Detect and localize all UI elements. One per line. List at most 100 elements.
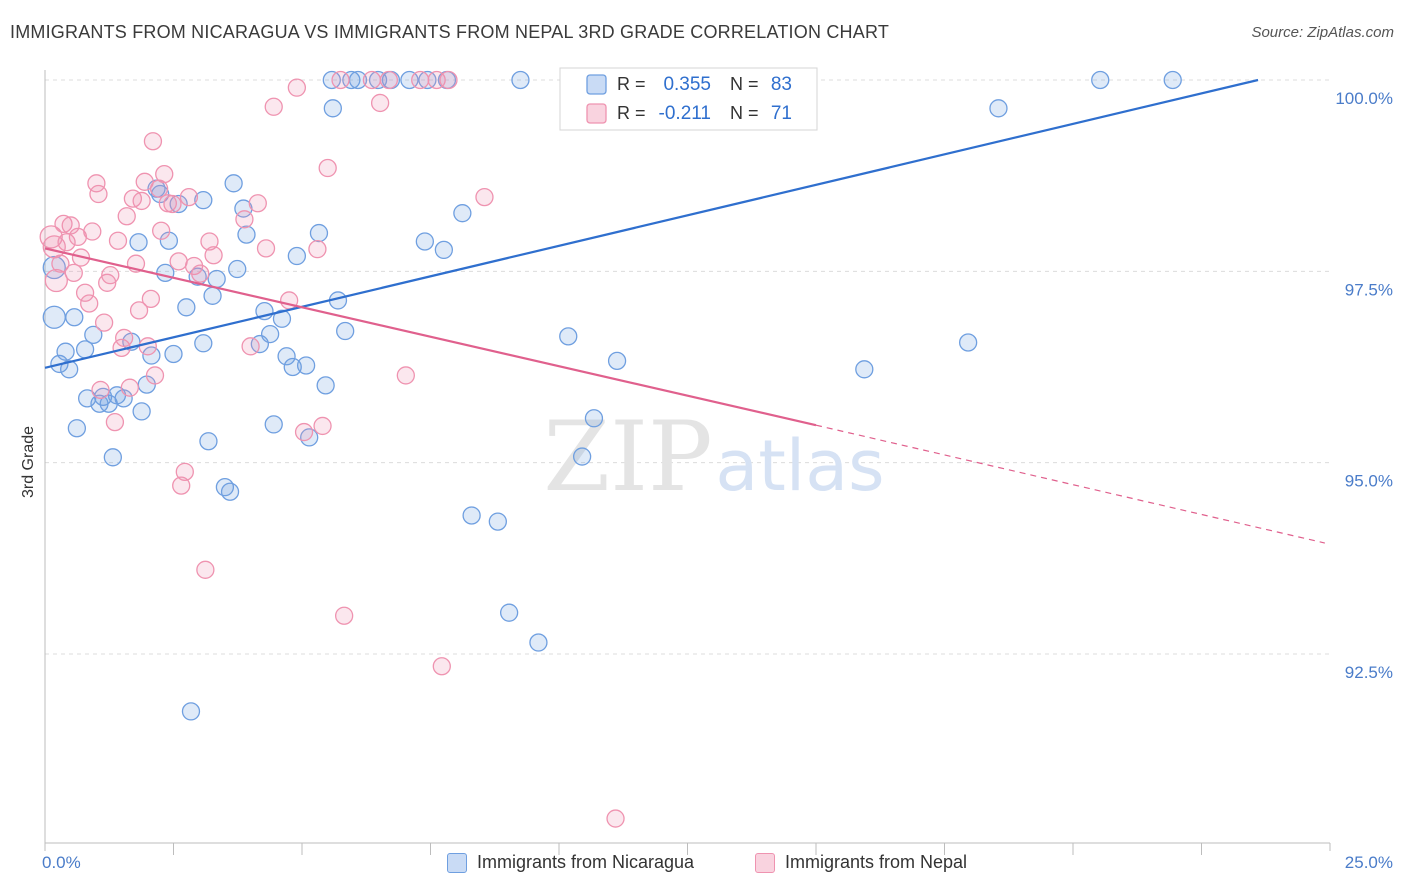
nepal-point[interactable] [57, 233, 76, 252]
nepal-point[interactable] [64, 263, 83, 283]
nepal-point[interactable] [138, 337, 157, 356]
nicaragua-point[interactable] [199, 432, 218, 451]
nicaragua-point[interactable] [129, 233, 148, 252]
nicaragua-point[interactable] [453, 204, 472, 223]
nicaragua-point[interactable] [188, 267, 207, 286]
nicaragua-point[interactable] [194, 334, 213, 353]
nepal-point[interactable] [132, 191, 151, 211]
nepal-point[interactable] [145, 366, 165, 385]
nicaragua-point[interactable] [228, 259, 247, 279]
nicaragua-point[interactable] [607, 351, 627, 371]
nicaragua-point[interactable] [287, 246, 307, 266]
nicaragua-point[interactable] [277, 347, 296, 366]
nepal-point[interactable] [196, 560, 215, 579]
nepal-point[interactable] [475, 187, 494, 207]
nepal-point[interactable] [105, 412, 125, 432]
nicaragua-point[interactable] [989, 99, 1008, 118]
nepal-point[interactable] [362, 70, 382, 90]
nepal-point[interactable] [141, 289, 161, 309]
nicaragua-point[interactable] [207, 269, 226, 289]
nepal-point[interactable] [44, 268, 68, 293]
nepal-point[interactable] [172, 476, 191, 495]
nicaragua-point[interactable] [203, 286, 222, 305]
nicaragua-point[interactable] [296, 356, 316, 375]
nicaragua-point[interactable] [103, 448, 122, 467]
nicaragua-point[interactable] [220, 482, 240, 501]
nepal-point[interactable] [318, 158, 337, 178]
nepal-point[interactable] [94, 313, 114, 332]
nicaragua-point[interactable] [181, 702, 201, 721]
nicaragua-point[interactable] [855, 360, 874, 379]
nicaragua-point[interactable] [65, 308, 84, 327]
nicaragua-point[interactable] [336, 321, 355, 341]
nepal-point[interactable] [51, 254, 70, 273]
nepal-point[interactable] [101, 266, 120, 285]
nicaragua-point[interactable] [300, 428, 319, 447]
nicaragua-point[interactable] [418, 70, 437, 90]
nicaragua-point[interactable] [272, 309, 292, 328]
nepal-point[interactable] [370, 93, 390, 113]
nepal-point[interactable] [439, 70, 458, 90]
nicaragua-point[interactable] [264, 415, 283, 434]
nicaragua-point[interactable] [42, 305, 66, 329]
nepal-point[interactable] [75, 283, 95, 302]
nepal-point[interactable] [411, 70, 430, 90]
nepal-point[interactable] [287, 78, 307, 97]
nepal-point[interactable] [313, 416, 332, 436]
nepal-point[interactable] [204, 246, 223, 265]
nicaragua-point[interactable] [156, 263, 175, 283]
nicaragua-point[interactable] [323, 99, 342, 118]
nepal-point[interactable] [191, 264, 210, 283]
nicaragua-point[interactable] [499, 603, 519, 622]
legend-item-nepal[interactable]: Immigrants from Nepal [755, 852, 967, 873]
nicaragua-point[interactable] [529, 633, 548, 652]
nicaragua-point[interactable] [67, 419, 87, 438]
nepal-point[interactable] [379, 70, 399, 90]
nepal-point[interactable] [152, 221, 171, 240]
nepal-point[interactable] [241, 337, 260, 356]
nicaragua-point[interactable] [511, 70, 530, 90]
nicaragua-point[interactable] [150, 184, 170, 204]
nicaragua-point[interactable] [316, 376, 335, 395]
nicaragua-point[interactable] [1163, 70, 1182, 90]
nepal-point[interactable] [334, 606, 354, 625]
nicaragua-point[interactable] [159, 231, 179, 250]
nicaragua-point[interactable] [415, 232, 434, 251]
nicaragua-point[interactable] [114, 389, 133, 408]
nicaragua-point[interactable] [309, 223, 329, 243]
nepal-point[interactable] [200, 232, 219, 251]
nepal-point[interactable] [120, 378, 139, 397]
nicaragua-point[interactable] [60, 360, 79, 379]
nepal-point[interactable] [308, 239, 327, 259]
nepal-point[interactable] [108, 231, 128, 250]
nepal-point[interactable] [61, 216, 80, 235]
nicaragua-point[interactable] [584, 409, 604, 428]
nepal-point[interactable] [331, 70, 350, 90]
nicaragua-point[interactable] [342, 70, 361, 90]
nicaragua-point[interactable] [488, 512, 507, 531]
nepal-point[interactable] [117, 207, 136, 226]
nepal-point[interactable] [432, 657, 451, 676]
nepal-point[interactable] [89, 184, 108, 204]
nicaragua-point[interactable] [224, 174, 243, 193]
nicaragua-point[interactable] [237, 225, 256, 244]
nepal-point[interactable] [248, 194, 267, 213]
nicaragua-point[interactable] [84, 325, 103, 345]
nepal-point[interactable] [54, 214, 73, 234]
nicaragua-point[interactable] [177, 298, 196, 317]
nepal-point[interactable] [83, 222, 102, 241]
legend-item-nicaragua[interactable]: Immigrants from Nicaragua [447, 852, 694, 873]
nepal-point[interactable] [179, 187, 199, 207]
nepal-point[interactable] [115, 328, 134, 348]
nicaragua-point[interactable] [194, 191, 213, 210]
nepal-point[interactable] [264, 97, 283, 116]
nepal-point[interactable] [235, 210, 254, 229]
nepal-point[interactable] [169, 252, 188, 271]
nepal-point[interactable] [129, 301, 149, 320]
nepal-point[interactable] [155, 164, 174, 184]
nicaragua-point[interactable] [1091, 70, 1110, 90]
nepal-point[interactable] [175, 462, 194, 482]
nicaragua-point[interactable] [958, 333, 978, 352]
nicaragua-point[interactable] [260, 324, 280, 344]
nepal-point[interactable] [606, 809, 625, 828]
